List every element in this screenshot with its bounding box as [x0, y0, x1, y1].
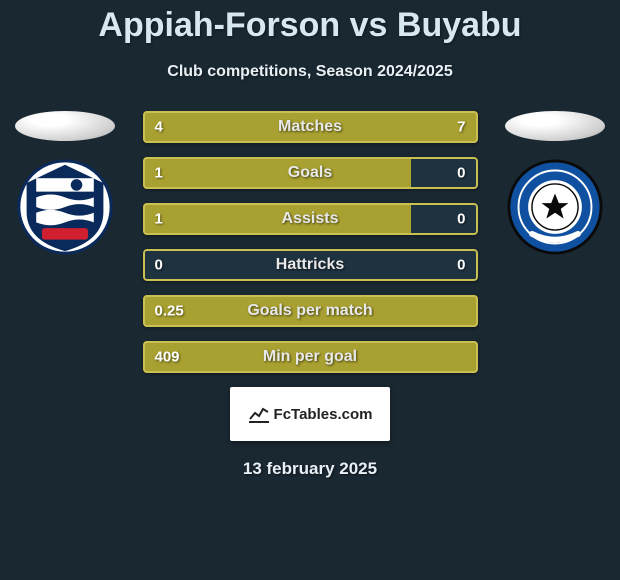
stat-fill-left: [143, 157, 411, 189]
stat-label: Min per goal: [263, 348, 357, 366]
club-crest-right-icon: [507, 159, 603, 255]
left-player-column: [10, 111, 120, 255]
stat-value-left: 4: [155, 119, 163, 136]
stat-fill-left: [143, 203, 411, 235]
stat-row: 1 0 Goals: [143, 157, 478, 189]
club-crest-left-icon: [17, 159, 113, 255]
comparison-container: 4 7 Matches 1 0 Goals 1 0 Assists 0 0 Hattricks 0.25…: [0, 111, 620, 373]
stat-value-left: 1: [155, 165, 163, 182]
date-label: 13 february 2025: [0, 459, 620, 479]
brand-logo: FcTables.com: [230, 387, 390, 441]
stat-value-right: 0: [457, 257, 465, 274]
stat-row: 0.25 Goals per match: [143, 295, 478, 327]
stat-label: Assists: [282, 210, 339, 228]
brand-name: FcTables.com: [274, 406, 373, 423]
player-left-ellipse-icon: [15, 111, 115, 141]
stat-value-left: 0: [155, 257, 163, 274]
stat-label: Goals per match: [247, 302, 372, 320]
player-right-ellipse-icon: [505, 111, 605, 141]
stat-value-right: 0: [457, 165, 465, 182]
stat-label: Goals: [288, 164, 332, 182]
stat-bars: 4 7 Matches 1 0 Goals 1 0 Assists 0 0 Hattricks 0.25…: [143, 111, 478, 373]
stat-row: 4 7 Matches: [143, 111, 478, 143]
stat-label: Matches: [278, 118, 342, 136]
stat-row: 1 0 Assists: [143, 203, 478, 235]
stat-value-left: 0.25: [155, 303, 184, 320]
subtitle: Club competitions, Season 2024/2025: [0, 63, 620, 81]
stat-row: 409 Min per goal: [143, 341, 478, 373]
stat-value-right: 7: [457, 119, 465, 136]
stat-value-left: 409: [155, 349, 180, 366]
stat-row: 0 0 Hattricks: [143, 249, 478, 281]
brand-chart-icon: [248, 405, 270, 423]
stat-value-left: 1: [155, 211, 163, 228]
stat-value-right: 0: [457, 211, 465, 228]
page-title: Appiah-Forson vs Buyabu: [0, 0, 620, 45]
stat-label: Hattricks: [276, 256, 344, 274]
right-player-column: [500, 111, 610, 255]
